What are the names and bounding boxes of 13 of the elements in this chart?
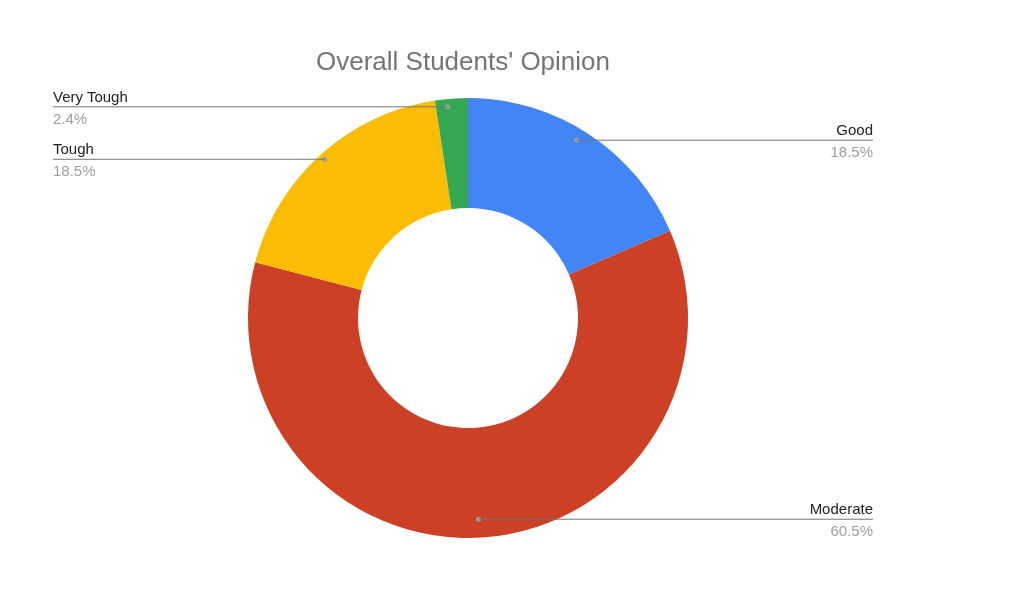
slice-label: Very Tough xyxy=(53,87,128,105)
data-label: 18.5% xyxy=(830,143,873,161)
donut-slice xyxy=(434,98,468,210)
donut-slice xyxy=(255,100,452,291)
slice-label: Moderate xyxy=(809,500,873,518)
data-label: 60.5% xyxy=(830,522,873,540)
data-label: 18.5% xyxy=(53,162,96,180)
donut-slice xyxy=(468,98,671,275)
slice-label: Good xyxy=(836,121,873,139)
donut-slice xyxy=(248,230,688,538)
slice-label: Tough xyxy=(53,140,94,158)
chart-title: Overall Students' Opinion xyxy=(315,46,611,76)
data-label: 2.4% xyxy=(53,109,88,127)
